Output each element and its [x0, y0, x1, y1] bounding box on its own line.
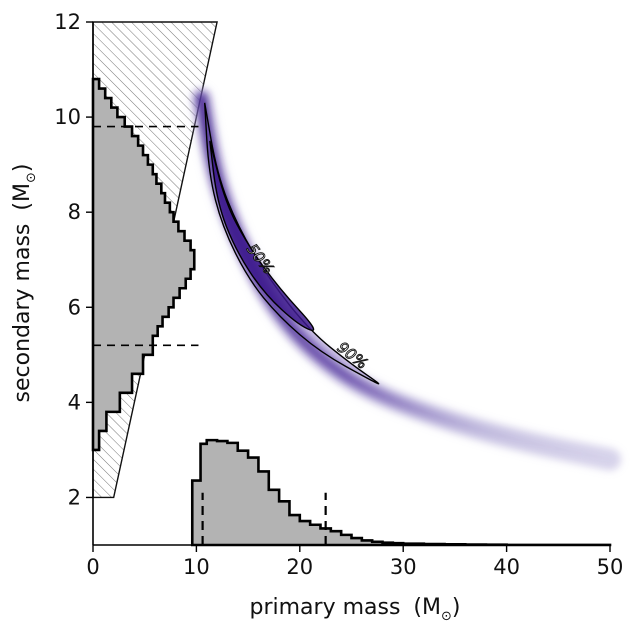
plot-area: 50%90% — [91, 21, 621, 547]
y-tick-label: 12 — [54, 10, 81, 34]
x-axis-ticks: 0 10 20 30 40 50 — [86, 545, 623, 579]
y-unit-subscript: ⊙ — [24, 172, 39, 183]
x-tick-label: 50 — [597, 555, 624, 579]
y-axis-label: secondary mass (M⊙) — [10, 164, 39, 403]
contour-50 — [209, 140, 315, 332]
y-tick-label: 4 — [68, 390, 81, 414]
y-tick-label: 6 — [68, 295, 81, 319]
y-tick-label: 8 — [68, 200, 81, 224]
x-tick-label: 0 — [86, 555, 99, 579]
x-tick-label: 20 — [286, 555, 313, 579]
x-tick-label: 10 — [183, 555, 210, 579]
x-tick-label: 30 — [390, 555, 417, 579]
y-tick-label: 2 — [68, 485, 81, 509]
x-axis-label: primary mass (M⊙) — [249, 595, 460, 624]
x-unit-subscript: ⊙ — [441, 609, 452, 624]
y-axis-ticks: 2 4 6 8 10 12 — [54, 10, 93, 509]
x-tick-label: 40 — [493, 555, 520, 579]
y-tick-label: 10 — [54, 105, 81, 129]
